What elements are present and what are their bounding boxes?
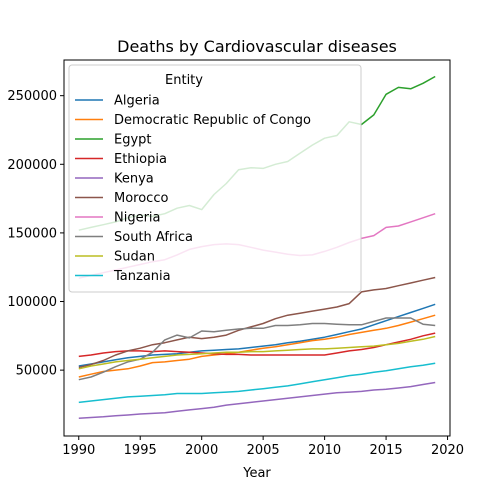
legend-label-3: Ethiopia xyxy=(114,152,167,167)
series-line-9 xyxy=(78,362,436,404)
series-line-3 xyxy=(78,332,436,358)
legend: Entity Algeria Democratic Republic of Cong… xyxy=(68,64,362,293)
x-tick-label: 2005 xyxy=(247,443,280,458)
y-tick-label: 150000 xyxy=(7,226,57,241)
series-line-0 xyxy=(78,303,436,367)
legend-label-0: Algeria xyxy=(114,94,160,109)
legend-title: Entity xyxy=(165,73,203,88)
y-tick-label: 50000 xyxy=(16,364,57,379)
legend-label-8: Sudan xyxy=(114,250,155,265)
x-tick-label: 1995 xyxy=(124,443,157,458)
series-line-8 xyxy=(78,335,436,370)
legend-label-1: Democratic Republic of Congo xyxy=(114,113,311,128)
axes-frame xyxy=(63,59,451,437)
legend-label-9: Tanzania xyxy=(113,269,171,284)
x-tick-label: 2010 xyxy=(308,443,341,458)
x-tick-label: 1990 xyxy=(62,443,95,458)
chart-title: Deaths by Cardiovascular diseases xyxy=(117,37,397,56)
x-tick-label: 2020 xyxy=(431,443,464,458)
x-axis-label: Year xyxy=(242,466,271,481)
x-tick-label: 2000 xyxy=(185,443,218,458)
legend-label-2: Egypt xyxy=(114,133,152,148)
y-tick-label: 200000 xyxy=(7,158,57,173)
y-tick-label: 100000 xyxy=(7,295,57,310)
legend-label-7: South Africa xyxy=(114,230,193,245)
series-line-5 xyxy=(78,276,436,369)
series-line-4 xyxy=(78,381,436,419)
x-axis: 1990 1995 2000 2005 2010 2015 2020 xyxy=(62,436,464,458)
series-line-1 xyxy=(78,314,436,378)
legend-label-5: Morocco xyxy=(114,191,168,206)
y-axis: 50000 100000 150000 200000 250000 xyxy=(7,89,64,379)
y-tick-label: 250000 xyxy=(7,89,57,104)
legend-label-4: Kenya xyxy=(114,172,154,187)
x-tick-label: 2015 xyxy=(370,443,403,458)
legend-label-6: Nigeria xyxy=(114,211,161,226)
legend-box xyxy=(68,64,362,293)
